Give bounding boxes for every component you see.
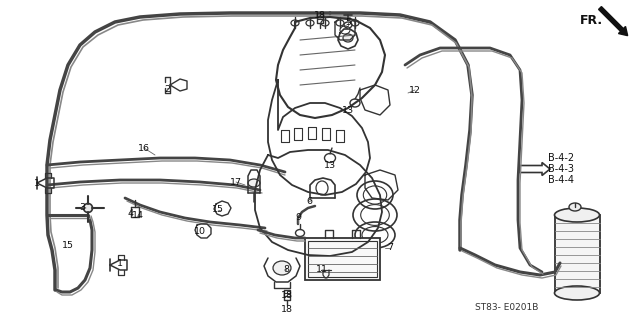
Ellipse shape xyxy=(343,34,353,42)
Text: 17: 17 xyxy=(230,178,242,187)
Text: 14: 14 xyxy=(132,211,144,220)
Text: 7: 7 xyxy=(387,244,393,252)
Text: 16: 16 xyxy=(138,143,150,153)
Text: 5: 5 xyxy=(345,18,351,27)
Ellipse shape xyxy=(569,203,581,211)
Text: 12: 12 xyxy=(409,85,421,94)
Text: 10: 10 xyxy=(194,228,206,236)
Text: 9: 9 xyxy=(295,213,301,222)
Ellipse shape xyxy=(83,204,92,212)
Text: 2: 2 xyxy=(164,84,170,93)
Text: B-4-4: B-4-4 xyxy=(548,175,574,185)
Bar xyxy=(308,241,377,277)
Text: 15: 15 xyxy=(212,205,224,214)
Text: 18: 18 xyxy=(314,11,326,20)
Text: 18: 18 xyxy=(281,306,293,315)
Text: 15: 15 xyxy=(62,241,74,250)
FancyArrow shape xyxy=(599,7,627,36)
Text: B-4-2: B-4-2 xyxy=(548,153,574,163)
Text: 13: 13 xyxy=(324,161,336,170)
Text: 1: 1 xyxy=(34,179,40,188)
Text: 4: 4 xyxy=(127,209,133,218)
Bar xyxy=(305,238,380,280)
Ellipse shape xyxy=(273,261,291,275)
Ellipse shape xyxy=(554,286,599,300)
Text: 13: 13 xyxy=(342,106,354,115)
Text: 3: 3 xyxy=(79,203,85,212)
Text: ST83- E0201B: ST83- E0201B xyxy=(475,303,538,313)
Text: B-4-3: B-4-3 xyxy=(548,164,574,174)
FancyArrow shape xyxy=(520,163,550,175)
Ellipse shape xyxy=(554,208,599,222)
Text: 11: 11 xyxy=(316,266,328,275)
Text: 6: 6 xyxy=(306,197,312,206)
Ellipse shape xyxy=(248,179,260,187)
Text: 1: 1 xyxy=(117,260,123,268)
Text: 8: 8 xyxy=(283,266,289,275)
Text: 18: 18 xyxy=(281,291,293,300)
Bar xyxy=(555,215,600,293)
Text: FR.: FR. xyxy=(580,14,603,27)
